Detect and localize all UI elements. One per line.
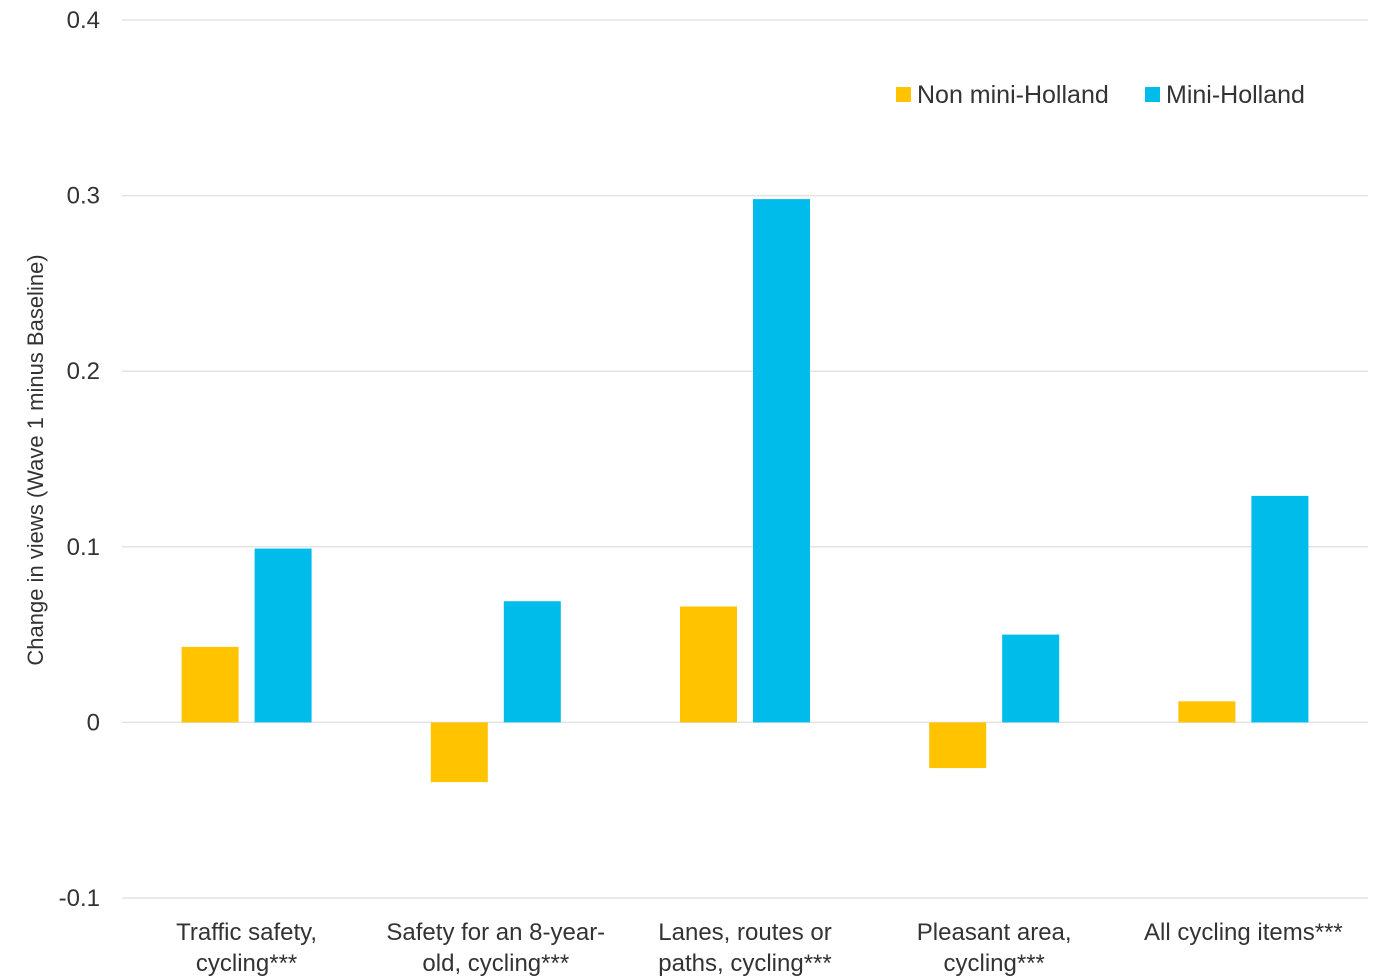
x-category-label-line: Pleasant area,	[917, 919, 1072, 946]
y-tick-label: 0	[87, 709, 100, 736]
y-tick-label: 0.4	[67, 7, 100, 34]
x-category-label: Safety for an 8-year-old, cycling***	[386, 919, 605, 977]
legend-swatch	[896, 87, 911, 102]
legend-label: Mini-Holland	[1166, 81, 1305, 109]
bar-mini-holland	[1251, 495, 1309, 723]
x-category-label: Traffic safety, cycling***	[176, 919, 317, 977]
bar-non-mini-holland	[1178, 701, 1236, 723]
x-axis-categories: Traffic safety, cycling*** Safety for an 8…	[176, 919, 1343, 977]
y-tick-label: 0.1	[67, 534, 100, 561]
x-category-label-line: cycling***	[944, 950, 1045, 977]
x-category-label-line: Safety for an 8-year-	[386, 919, 605, 946]
x-category-label-line: cycling***	[196, 950, 297, 977]
y-tick-label: -0.1	[59, 885, 100, 912]
bar-mini-holland	[753, 199, 810, 723]
y-tick-label: 0.3	[67, 183, 100, 210]
x-category-label: All cycling items***	[1144, 919, 1343, 946]
y-axis-ticks: -0.1 0 0.1 0.2 0.3 0.4	[59, 7, 100, 912]
x-category-label: Lanes, routes or paths, cycling***	[658, 919, 831, 977]
y-tick-label: 0.2	[67, 358, 100, 385]
x-category-label-line: paths, cycling***	[658, 950, 831, 977]
gridlines	[122, 19, 1368, 899]
x-category-label-line: All cycling items***	[1144, 919, 1343, 946]
bar-non-mini-holland	[680, 606, 737, 723]
bar-non-mini-holland	[929, 722, 987, 769]
x-category-label: Pleasant area, cycling***	[917, 919, 1072, 977]
bar-mini-holland	[254, 548, 312, 723]
legend: Non mini-Holland Mini-Holland	[896, 81, 1305, 109]
bar-mini-holland	[503, 601, 561, 723]
x-category-label-line: old, cycling***	[422, 950, 569, 977]
bars	[181, 199, 1309, 783]
bar-non-mini-holland	[430, 722, 488, 783]
legend-swatch	[1145, 87, 1160, 102]
legend-label: Non mini-Holland	[917, 81, 1109, 109]
bar-non-mini-holland	[181, 646, 239, 723]
y-axis-label: Change in views (Wave 1 minus Baseline)	[23, 254, 48, 665]
bar-mini-holland	[1002, 634, 1060, 723]
x-category-label-line: Traffic safety,	[176, 919, 317, 946]
x-category-label-line: Lanes, routes or	[658, 919, 831, 946]
